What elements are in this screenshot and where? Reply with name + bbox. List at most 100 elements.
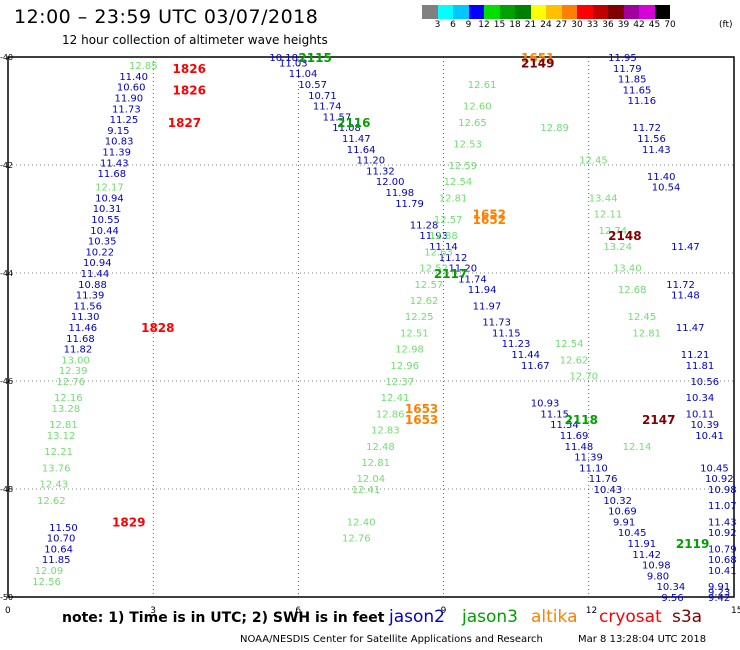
track-time-label: 1826 — [173, 62, 206, 76]
jason2-wave-height: 11.74 — [313, 102, 342, 113]
track-time-label: 1653 — [405, 402, 438, 416]
jason2-wave-height: 11.47 — [671, 242, 700, 253]
color-scale-label: 45 — [648, 20, 661, 30]
jason3-wave-height: 12.56 — [32, 577, 61, 588]
jason3-wave-height: 12.59 — [448, 161, 477, 172]
legend-jason2: jason2 — [389, 607, 445, 627]
jason3-wave-height: 13.40 — [613, 264, 642, 275]
jason3-wave-height: 13.76 — [42, 463, 71, 474]
jason2-wave-height: 11.79 — [613, 64, 642, 75]
color-scale-swatch — [484, 5, 500, 19]
jason2-wave-height: 9.91 — [613, 517, 635, 528]
jason2-wave-height: 10.11 — [686, 409, 715, 420]
jason2-wave-height: 10.41 — [708, 566, 737, 577]
jason3-wave-height: 12.63 — [424, 247, 453, 258]
color-scale-swatch — [530, 5, 546, 19]
jason2-wave-height: 11.72 — [632, 123, 661, 134]
jason2-wave-height: 10.92 — [705, 474, 734, 485]
jason3-wave-height: 12.68 — [618, 285, 647, 296]
jason3-wave-height: 12.57 — [434, 215, 463, 226]
jason2-wave-height: 11.40 — [119, 72, 148, 83]
color-scale-swatch — [577, 5, 593, 19]
y-tick-label: -42 — [0, 161, 13, 170]
legend-cryosat: cryosat — [599, 607, 662, 627]
jason2-wave-height: 11.76 — [589, 474, 618, 485]
jason3-wave-height: 12.98 — [395, 345, 424, 356]
jason3-wave-height: 12.52 — [419, 264, 448, 275]
jason2-wave-height: 11.68 — [66, 334, 95, 345]
jason2-wave-height: 11.15 — [540, 409, 569, 420]
jason2-wave-height: 11.39 — [76, 291, 105, 302]
jason2-wave-height: 11.56 — [73, 301, 102, 312]
jason2-wave-height: 11.64 — [347, 145, 376, 156]
jason2-wave-height: 11.15 — [492, 328, 521, 339]
jason2-wave-height: 10.60 — [117, 83, 146, 94]
jason2-wave-height: 11.93 — [419, 231, 448, 242]
jason3-wave-height: 12.81 — [632, 328, 661, 339]
jason2-wave-height: 10.98 — [708, 485, 737, 496]
jason2-wave-height: 11.67 — [521, 361, 550, 372]
y-tick-label: -40 — [0, 53, 13, 62]
jason2-wave-height: 11.95 — [608, 53, 637, 64]
color-scale-label: 42 — [633, 20, 645, 30]
jason2-wave-height: 11.85 — [618, 75, 647, 86]
track-time-label: 2115 — [298, 51, 331, 65]
jason2-wave-height: 10.69 — [608, 507, 637, 518]
jason2-wave-height: 11.07 — [708, 501, 737, 512]
jason3-wave-height: 12.61 — [468, 80, 497, 91]
chart-note: note: 1) Time is in UTC; 2) SWH is in fe… — [62, 610, 385, 626]
chart-subtitle: 12 hour collection of altimeter wave hei… — [62, 33, 328, 47]
jason2-wave-height: 10.83 — [105, 137, 134, 148]
jason2-wave-height: 9.15 — [107, 126, 129, 137]
jason3-wave-height: 12.88 — [429, 231, 458, 242]
legend-jason3: jason3 — [462, 607, 518, 627]
color-scale-label: 36 — [602, 20, 614, 30]
jason2-wave-height: 11.65 — [623, 85, 652, 96]
y-tick-label: -48 — [0, 485, 13, 494]
jason3-wave-height: 12.37 — [386, 377, 415, 388]
jason2-wave-height: 11.81 — [686, 361, 715, 372]
jason2-wave-height: 11.54 — [550, 420, 579, 431]
jason2-wave-height: 11.12 — [439, 253, 468, 264]
jason3-wave-height: 12.54 — [555, 339, 584, 350]
color-scale-swatch — [515, 5, 531, 19]
jason2-wave-height: 11.43 — [708, 517, 737, 528]
jason2-wave-height: 11.08 — [332, 123, 361, 134]
jason2-wave-height: 11.42 — [632, 550, 661, 561]
footer-credit: NOAA/NESDIS Center for Satellite Applica… — [240, 634, 543, 645]
color-scale-label: 21 — [524, 20, 537, 30]
color-scale-label: 30 — [571, 20, 583, 30]
color-scale-unit: (ft) — [719, 20, 733, 30]
jason3-wave-height: 12.81 — [49, 420, 78, 431]
color-scale-swatch — [561, 5, 577, 19]
color-scale-label: 12 — [478, 20, 490, 30]
jason2-wave-height: 11.04 — [289, 69, 318, 80]
jason2-wave-height: 10.32 — [603, 496, 632, 507]
jason2-wave-height: 11.16 — [628, 96, 657, 107]
jason3-wave-height: 12.48 — [366, 442, 395, 453]
jason3-wave-height: 12.43 — [39, 480, 68, 491]
jason2-wave-height: 11.30 — [71, 312, 100, 323]
jason3-wave-height: 12.53 — [453, 139, 482, 150]
jason2-wave-height: 10.68 — [708, 555, 737, 566]
jason3-wave-height: 12.74 — [598, 226, 627, 237]
x-tick-label: 0 — [5, 606, 11, 616]
jason2-wave-height: 10.34 — [657, 582, 686, 593]
jason2-wave-height: 11.69 — [560, 431, 589, 442]
jason2-wave-height: 11.48 — [671, 291, 700, 302]
jason2-wave-height: 9.42 — [708, 593, 730, 604]
jason2-wave-height: 11.44 — [511, 350, 540, 361]
jason3-wave-height: 12.62 — [37, 496, 66, 507]
footer-timestamp: Mar 8 13:28:04 UTC 2018 — [578, 634, 707, 645]
jason2-wave-height: 11.97 — [473, 301, 502, 312]
jason2-wave-height: 11.23 — [502, 339, 531, 350]
jason3-wave-height: 12.81 — [361, 458, 390, 469]
color-scale-swatch — [654, 5, 670, 19]
track-time-label: 1651 — [521, 51, 554, 65]
jason2-wave-height: 10.45 — [618, 528, 647, 539]
jason2-wave-height: 11.46 — [69, 323, 98, 334]
jason3-wave-height: 12.62 — [560, 355, 589, 366]
jason2-wave-height: 9.23 — [708, 588, 730, 599]
jason2-wave-height: 10.44 — [90, 226, 119, 237]
jason3-wave-height: 12.54 — [444, 177, 473, 188]
